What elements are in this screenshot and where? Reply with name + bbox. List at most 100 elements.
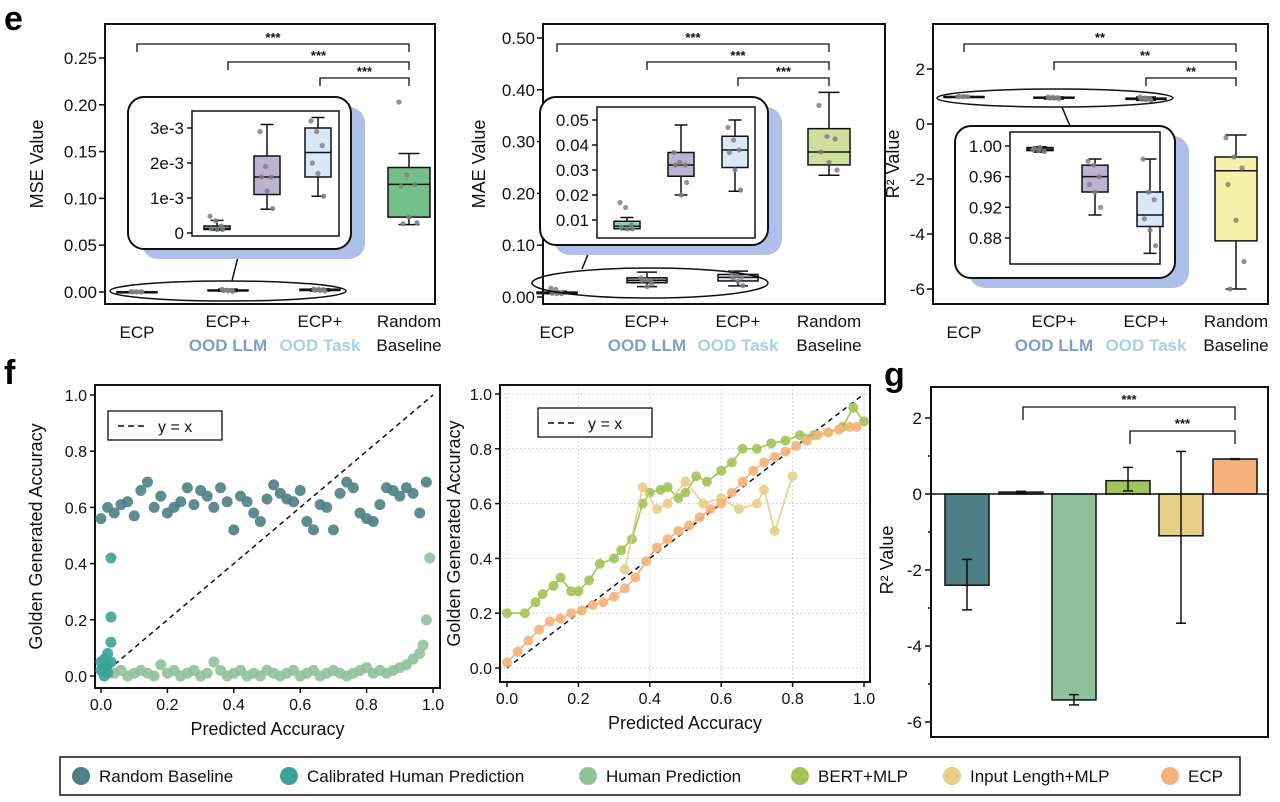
y-tick-label: -6 [907, 713, 922, 732]
data-point [122, 496, 134, 508]
data-point [587, 599, 598, 610]
data-point [576, 605, 587, 616]
data-point [148, 501, 160, 513]
y-tick-label: -6 [910, 280, 925, 299]
inset-y-tick-label: 0.05 [556, 111, 589, 130]
data-point [404, 172, 410, 178]
data-point [148, 670, 160, 682]
significance-bracket [319, 77, 410, 86]
data-point [175, 496, 187, 508]
data-point [288, 496, 300, 508]
data-point [208, 656, 220, 668]
data-point [95, 513, 107, 525]
identity-line [100, 394, 434, 677]
data-point [374, 499, 386, 511]
y-tick-label: 0.4 [470, 551, 492, 568]
inset-data-point [1151, 197, 1157, 203]
significance-stars: *** [730, 48, 746, 63]
data-point [794, 430, 805, 441]
data-point [420, 614, 432, 626]
data-point [573, 586, 584, 597]
data-point [230, 288, 236, 294]
data-point [637, 482, 648, 493]
significance-bracket [963, 43, 1237, 52]
data-point [735, 278, 741, 285]
inset-data-point [1153, 243, 1159, 249]
bar [1212, 458, 1258, 495]
data-point [188, 499, 200, 511]
significance-stars: *** [1175, 416, 1191, 431]
data-point [824, 133, 830, 140]
inset-data-point [1098, 204, 1104, 210]
category-sublabel: OOD Task [1106, 336, 1187, 355]
inset-y-tick-label: 0.88 [969, 229, 1002, 248]
data-point [530, 597, 541, 608]
y-tick-label: 0.2 [470, 606, 492, 623]
x-tick-label: 0.6 [710, 691, 732, 708]
category-sublabel: Baseline [796, 336, 861, 355]
data-point [139, 289, 145, 295]
shared-legend [59, 756, 1241, 796]
significance-stars: *** [685, 30, 701, 45]
category-label: Random [1204, 312, 1268, 331]
data-point [737, 476, 748, 487]
data-point [823, 427, 834, 438]
x-tick-label: 0.0 [90, 697, 112, 714]
plot-frame [930, 386, 1269, 738]
data-point [544, 616, 555, 627]
x-tick-label: 0.2 [567, 691, 589, 708]
y-tick-label: 0.40 [502, 81, 535, 100]
inset-data-point [677, 159, 683, 166]
inset-box-2 [1136, 191, 1164, 228]
significance-stars: ** [1186, 64, 1197, 79]
inset-y-tick-label: 0.01 [556, 211, 589, 230]
data-point [512, 646, 523, 657]
x-tick-label: 0.6 [289, 697, 311, 714]
category-label: Random [377, 312, 441, 331]
y-tick-label: 2 [916, 60, 925, 79]
y-tick-label: -4 [907, 637, 922, 656]
inset-data-point [1041, 148, 1047, 154]
data-point [220, 287, 226, 294]
data-point [201, 667, 213, 679]
data-point [751, 498, 762, 509]
data-point [201, 490, 213, 502]
y-tick-label: 0.10 [502, 236, 535, 255]
significance-bracket [646, 61, 830, 70]
category-sublabel: OOD LLM [608, 336, 686, 355]
data-point [680, 476, 691, 487]
data-point [414, 648, 426, 660]
data-point [523, 635, 534, 646]
inset-data-point [617, 199, 623, 206]
y-tick-label: 0.8 [470, 442, 492, 459]
data-point [716, 465, 727, 476]
data-point [619, 564, 630, 575]
data-point [1225, 181, 1231, 188]
data-point [651, 542, 662, 553]
data-point [734, 272, 740, 278]
legend-item-label: BERT+MLP [818, 767, 908, 786]
data-point [801, 435, 812, 446]
legend-item-label: ECP [1188, 767, 1223, 786]
inset-y-tick-label: 1.00 [969, 137, 1002, 156]
inset-data-point [684, 179, 690, 186]
y-tick-label: 0.20 [502, 184, 535, 203]
legend-item-label: Human Prediction [606, 767, 741, 786]
x-tick-label: 0.4 [639, 691, 661, 708]
data-point [102, 648, 114, 660]
data-point [555, 613, 566, 624]
data-point [726, 487, 737, 498]
data-point [155, 490, 167, 502]
data-point [396, 99, 402, 105]
zoom-ellipse [109, 280, 347, 302]
data-point [135, 485, 147, 497]
y-tick-label: 0.4 [65, 557, 87, 574]
data-point [691, 471, 702, 482]
category-label: ECP+ [1124, 312, 1169, 331]
data-point [759, 457, 770, 468]
inset-data-point [263, 163, 269, 170]
inset-data-point [1091, 162, 1097, 168]
data-point [780, 435, 791, 446]
data-point [400, 221, 406, 227]
y-tick-label: 0 [913, 485, 922, 504]
